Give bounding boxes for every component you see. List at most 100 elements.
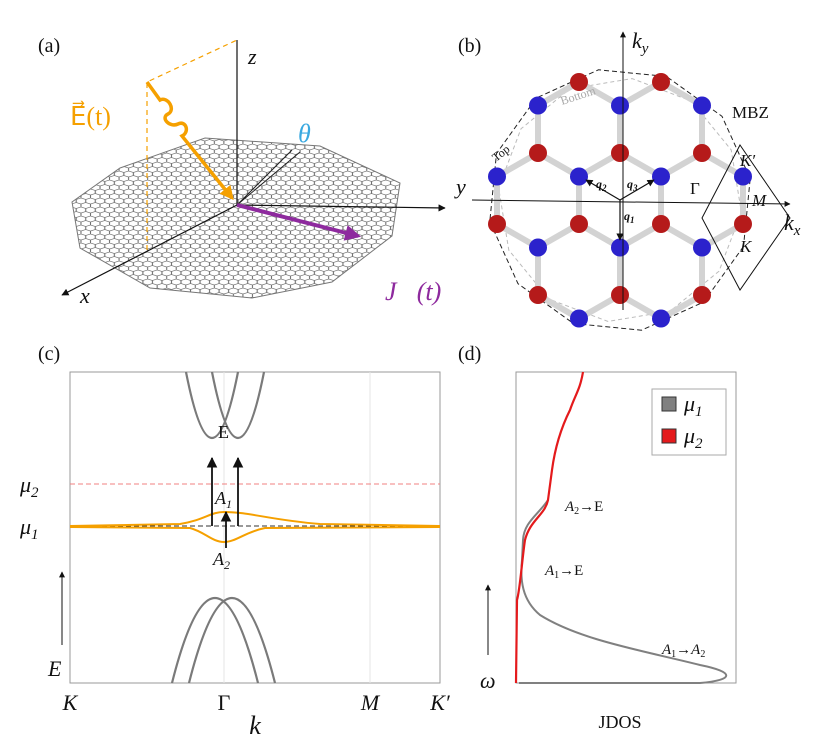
atom bbox=[529, 286, 547, 304]
atom bbox=[652, 309, 670, 328]
legend-label: μ2 bbox=[683, 423, 703, 452]
atom bbox=[652, 215, 670, 233]
base: A bbox=[690, 642, 701, 658]
atom bbox=[570, 309, 588, 328]
base: A bbox=[214, 488, 227, 508]
atom bbox=[488, 167, 506, 186]
panel-d: (d) μ1 μ2 A2→E A1→E A1→A2 ω JDOS bbox=[458, 343, 737, 732]
atom bbox=[529, 238, 547, 257]
x-tick-label: K bbox=[62, 690, 79, 715]
base: k bbox=[632, 28, 643, 53]
bands bbox=[170, 371, 277, 684]
sub: x bbox=[793, 223, 801, 239]
transition-label: A1→A2 bbox=[661, 642, 705, 660]
target: E bbox=[594, 499, 603, 515]
x-tick-label: M bbox=[360, 690, 381, 715]
flat-band bbox=[69, 510, 441, 527]
current-arrow bbox=[236, 203, 362, 241]
transition-label: A1→E bbox=[544, 563, 583, 581]
atom bbox=[693, 96, 711, 115]
level-label: μ1 bbox=[19, 514, 39, 543]
band-label: A2 bbox=[212, 549, 230, 572]
base: A bbox=[661, 642, 672, 658]
x-tick-label: K′ bbox=[429, 690, 451, 715]
base: A bbox=[564, 499, 575, 515]
axis-label: kx bbox=[784, 210, 801, 239]
axis-label: JDOS bbox=[598, 712, 641, 732]
panel-label: (b) bbox=[458, 35, 481, 57]
angle-label: θ bbox=[298, 119, 311, 148]
sub: 2 bbox=[224, 558, 230, 572]
panel-label: (c) bbox=[38, 343, 60, 365]
y-axis bbox=[236, 204, 446, 212]
base: μ bbox=[683, 423, 695, 448]
q-label: q3 bbox=[627, 177, 638, 193]
sub: 2 bbox=[695, 436, 703, 452]
band bbox=[187, 597, 277, 684]
zone-label: MBZ bbox=[732, 103, 769, 122]
q-vector bbox=[619, 179, 655, 201]
atom bbox=[611, 286, 629, 304]
x-axis bbox=[61, 204, 238, 296]
band-label: E bbox=[218, 422, 229, 442]
sub: 1 bbox=[31, 527, 39, 543]
transition-label: A2→E bbox=[564, 499, 603, 517]
atom bbox=[734, 215, 752, 233]
target: E bbox=[574, 563, 583, 579]
atom bbox=[611, 238, 629, 257]
jdos-curve bbox=[519, 499, 727, 684]
base: μ bbox=[683, 391, 695, 416]
band bbox=[184, 371, 240, 439]
atom bbox=[488, 215, 506, 233]
sub: 1 bbox=[695, 404, 703, 420]
band bbox=[170, 597, 260, 684]
graphene-sheet bbox=[71, 137, 401, 299]
sub: y bbox=[640, 41, 649, 57]
axis-label: k bbox=[249, 711, 261, 740]
base: A bbox=[544, 563, 555, 579]
panel-b: (b) ky kx MBZ Top Bottom q1 q2 q3 K′ Γ M… bbox=[458, 28, 801, 331]
jdos-curve bbox=[514, 371, 585, 684]
atom bbox=[529, 144, 547, 162]
base: A bbox=[212, 549, 225, 569]
base: q bbox=[627, 177, 633, 191]
band bbox=[210, 371, 266, 439]
atom bbox=[570, 167, 588, 186]
axis-label: x bbox=[79, 283, 90, 308]
axis-label: ky bbox=[632, 28, 649, 57]
legend-label: μ1 bbox=[683, 391, 703, 420]
sub: 2 bbox=[574, 506, 579, 517]
axis-label: ω bbox=[480, 668, 496, 693]
q-label: q2 bbox=[596, 177, 607, 193]
level-label: μ2 bbox=[19, 472, 39, 501]
atom bbox=[611, 96, 629, 115]
atom bbox=[734, 167, 752, 186]
sub: 1 bbox=[630, 215, 635, 225]
base: μ bbox=[19, 514, 31, 539]
base: q bbox=[624, 209, 630, 223]
x-tick-label: Γ bbox=[218, 690, 231, 715]
mbz-cell bbox=[701, 144, 791, 291]
band-label: A1 bbox=[214, 488, 232, 511]
axis-label: z bbox=[247, 44, 257, 69]
sub: 2 bbox=[31, 485, 39, 501]
sub: 1 bbox=[671, 649, 676, 660]
current-label: J⃗(t) bbox=[385, 277, 441, 306]
q-label: q1 bbox=[624, 209, 635, 225]
atom bbox=[652, 73, 670, 91]
arrow: → bbox=[676, 642, 691, 658]
arrow: → bbox=[559, 563, 574, 579]
base: μ bbox=[19, 472, 31, 497]
point-label: K bbox=[739, 237, 753, 256]
panel-a: (a) z y x E⃗(t) θ J⃗(t) bbox=[38, 35, 466, 308]
point-label: K′ bbox=[739, 151, 755, 170]
atom bbox=[693, 238, 711, 257]
flat-band bbox=[69, 526, 441, 544]
panel-label: (a) bbox=[38, 35, 60, 57]
base: q bbox=[596, 177, 602, 191]
projection bbox=[146, 39, 238, 250]
sub: 2 bbox=[601, 183, 607, 193]
atom bbox=[570, 215, 588, 233]
